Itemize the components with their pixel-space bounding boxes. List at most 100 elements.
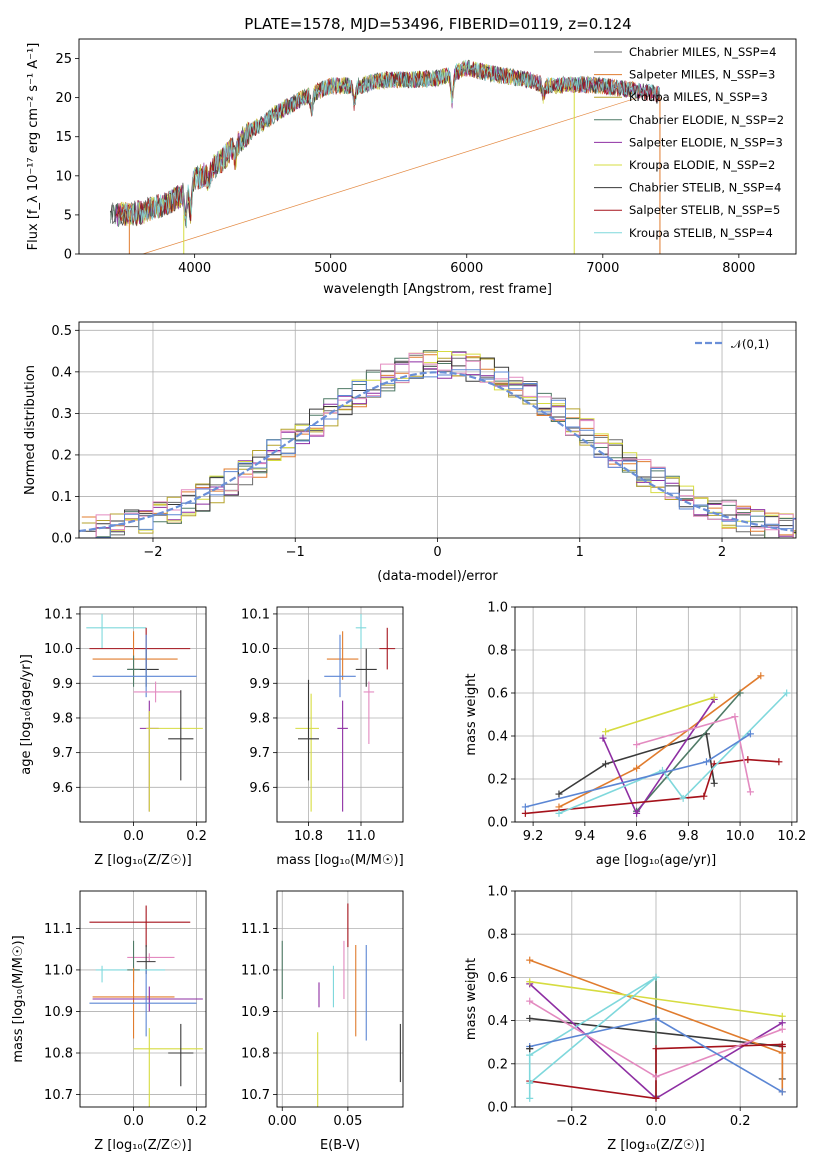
weight-marker: [526, 1045, 534, 1053]
errorbar-point-8: [89, 969, 197, 1037]
weight-marker: [710, 779, 718, 787]
axes-mass-vs-Z: 0.0 0.2 10.7 10.8 10.9 11.0 11.1 Z [log₁₀(Z/Z☉)…: [11, 890, 207, 1153]
x-axis-label: mass [log₁₀(M/M☉)]: [276, 853, 403, 868]
errorbar-point-7: [133, 681, 181, 703]
y-axis-label: mass weight: [464, 958, 479, 1040]
errorbar-point-7: [337, 700, 348, 812]
y-tick-label: 0.6: [487, 971, 508, 986]
y-tick-label: 10.7: [44, 1088, 73, 1103]
x-tick-label: −2: [143, 545, 162, 560]
weight-marker: [526, 1079, 534, 1087]
histogram-series-9: [81, 369, 796, 538]
weight-line-5: [529, 980, 783, 1018]
weight-marker: [652, 1045, 660, 1053]
axes-frame: [276, 890, 404, 1108]
y-tick-label: 9.7: [249, 746, 270, 761]
axes-frame: [79, 890, 207, 1108]
x-tick-label: 10.2: [777, 829, 806, 844]
axes-frame: [514, 606, 798, 823]
spectrum-line-9: [120, 59, 661, 226]
y-tick-label: 0.2: [487, 1057, 508, 1072]
legend-entry: Kroupa ELODIE, N_SSP=2: [629, 158, 775, 172]
x-tick-label: 0.0: [123, 1114, 144, 1129]
x-tick-label: 0.00: [268, 1114, 297, 1129]
legend-entry: Kroupa STELIB, N_SSP=4: [629, 226, 773, 240]
axes-mass-weight-vs-Z: −0.2 0.0 0.2 0.0 0.2 0.4 0.6 0.8 1.0 Z [log₁₀(Z/Z…: [464, 885, 798, 1153]
weight-marker: [679, 794, 687, 802]
x-tick-label: 0.0: [646, 1114, 667, 1129]
y-tick-label: 9.9: [52, 677, 73, 692]
legend-entry: Chabrier STELIB, N_SSP=4: [629, 181, 781, 195]
y-tick-label: 15: [55, 130, 72, 145]
y-tick-label: 0: [64, 248, 72, 263]
legend-entry: Kroupa MILES, N_SSP=3: [629, 90, 768, 104]
legend-entry: Chabrier MILES, N_SSP=4: [629, 45, 776, 59]
histogram-series-1: [81, 354, 796, 538]
x-tick-label: 9.6: [626, 829, 647, 844]
spectrum-line-8: [115, 61, 660, 225]
weight-marker: [700, 792, 708, 800]
y-tick-label: 0.6: [487, 687, 508, 702]
axes-frame: [79, 606, 207, 823]
x-tick-label: −0.2: [556, 1114, 588, 1129]
y-axis-label: Normed distribution: [23, 365, 38, 495]
errorbar-point-1: [89, 905, 191, 948]
weight-marker: [652, 1094, 660, 1102]
y-tick-label: 1.0: [487, 601, 508, 616]
x-axis-label: E(B-V): [320, 1138, 360, 1153]
errorbar-point-6: [92, 634, 197, 698]
weight-marker: [633, 809, 641, 817]
y-tick-label: 10.0: [44, 642, 73, 657]
errorbar-point-10: [168, 1023, 194, 1087]
y-tick-label: 20: [55, 91, 72, 106]
x-axis-label: (data-model)/error: [377, 569, 498, 584]
x-tick-label: −1: [286, 545, 305, 560]
x-tick-label: 2: [718, 545, 726, 560]
errorbar-point-8: [295, 693, 319, 812]
weight-marker: [775, 758, 783, 766]
y-axis-label: Flux [f_λ 10⁻¹⁷ erg cm⁻² s⁻¹ A⁻¹]: [26, 43, 41, 251]
weight-marker: [710, 693, 718, 701]
x-tick-label: 6000: [450, 261, 483, 276]
y-tick-label: 10.1: [44, 607, 73, 622]
axes-mass-weight-vs-age: 9.2 9.4 9.6 9.8 10.0 10.2 0.0 0.2 0.4 0.6 0.8 1.0 ag…: [464, 601, 806, 869]
errorbar-point-2: [379, 627, 396, 670]
x-tick-label: 0.2: [730, 1114, 751, 1129]
y-axis-label: mass [log₁₀(M/M☉)]: [11, 935, 26, 1062]
y-tick-label: 11.1: [44, 922, 73, 937]
plot-area-residuals: [79, 350, 796, 538]
legend-entry: 𝒩(0,1): [731, 337, 769, 351]
x-tick-label: 10.0: [726, 829, 755, 844]
weight-marker: [599, 734, 607, 742]
weight-marker: [602, 728, 610, 736]
errorbar-point-5: [127, 655, 140, 687]
x-tick-label: 1: [576, 545, 584, 560]
y-axis-label: mass weight: [464, 673, 479, 755]
x-tick-label: 0.2: [186, 829, 207, 844]
weight-marker: [602, 760, 610, 768]
weight-marker: [746, 730, 754, 738]
y-axis-label: age [log₁₀(age/yr)]: [19, 654, 34, 775]
y-tick-label: 10.8: [44, 1047, 73, 1062]
y-tick-label: 0.8: [487, 644, 508, 659]
legend-entry: Chabrier ELODIE, N_SSP=2: [629, 113, 784, 127]
errorbar-point-10: [168, 690, 194, 781]
errorbar-point-1: [86, 613, 147, 649]
weight-marker: [778, 1025, 786, 1033]
y-tick-label: 0.4: [487, 730, 508, 745]
weight-marker: [633, 741, 641, 749]
weight-marker: [778, 1043, 786, 1051]
y-tick-label: 9.6: [52, 781, 73, 796]
y-tick-label: 9.6: [249, 781, 270, 796]
y-tick-label: 10.7: [241, 1088, 270, 1103]
weight-marker: [521, 803, 529, 811]
weight-marker: [736, 689, 744, 697]
axes-frame: [78, 321, 797, 539]
axes-age-vs-Z: 0.0 0.2 9.6 9.7 9.8 9.9 10.0 10.1 Z [log₁₀(Z/Z☉)…: [19, 606, 207, 868]
y-tick-label: 10.1: [241, 607, 270, 622]
weight-marker: [778, 1012, 786, 1020]
axes-residuals: −2 −1 0 1 2 0.0 0.1 0.2 0.3 0.4 0.5 (data-model)/er…: [23, 321, 797, 584]
weight-marker: [633, 764, 641, 772]
errorbar-point-1: [355, 613, 367, 649]
